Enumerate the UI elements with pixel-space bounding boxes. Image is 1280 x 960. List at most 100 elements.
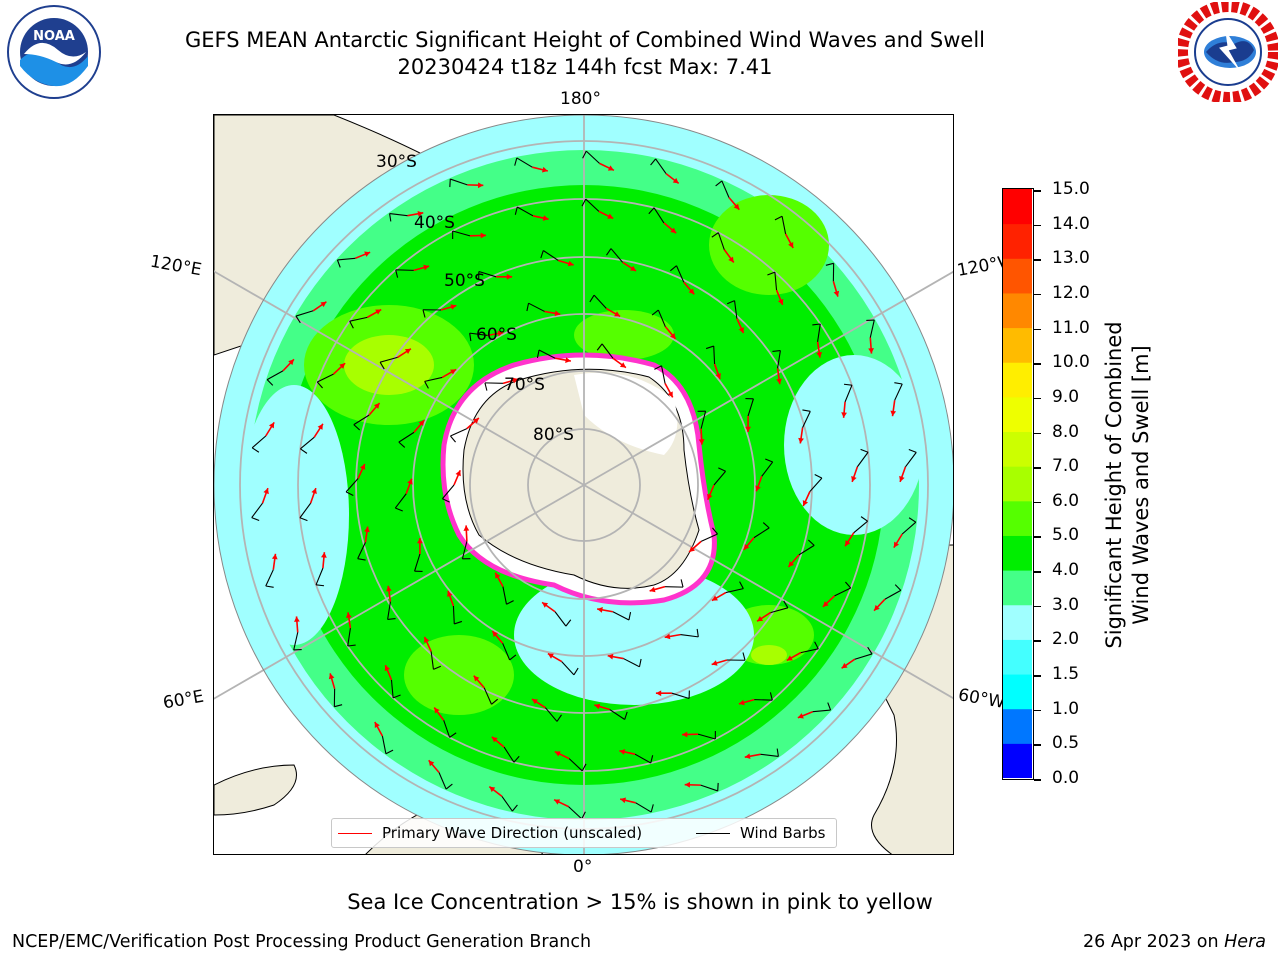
wind-barb-flag bbox=[295, 315, 301, 324]
colorbar-band bbox=[1003, 674, 1032, 710]
wind-barb-flag bbox=[711, 232, 719, 238]
wave-arrow-head bbox=[489, 786, 496, 793]
wind-barb-flag bbox=[606, 248, 612, 256]
wave-arrow-head bbox=[565, 357, 571, 363]
wind-barb bbox=[452, 230, 471, 237]
wave-arrow-head bbox=[868, 348, 874, 354]
lon-label-120e: 120°E bbox=[148, 251, 204, 281]
wind-barb bbox=[516, 157, 533, 168]
colorbar-band bbox=[1003, 604, 1032, 640]
wind-barb-flag bbox=[680, 579, 684, 588]
wind-barb-flag bbox=[347, 644, 356, 647]
wind-barb bbox=[856, 451, 869, 468]
wave-arrow-head bbox=[473, 675, 480, 682]
wave-arrow-head bbox=[777, 298, 784, 305]
wave-arrow-head bbox=[788, 241, 794, 248]
colorbar bbox=[1002, 188, 1034, 780]
wind-barb bbox=[561, 661, 575, 676]
wind-barb bbox=[251, 435, 267, 449]
wind-barb bbox=[441, 484, 455, 500]
wind-barb-flag bbox=[251, 447, 260, 453]
wave-arrow-head bbox=[554, 310, 561, 317]
legend-item-primary-wave: Primary Wave Direction (unscaled) bbox=[338, 824, 642, 842]
wave-arrow-head bbox=[707, 493, 713, 500]
legend-swatch-wave bbox=[338, 833, 372, 834]
wave-low-area bbox=[784, 355, 924, 535]
wave-arrow-head bbox=[851, 475, 857, 482]
wind-barb bbox=[395, 269, 414, 271]
wave-arrow-head bbox=[542, 602, 549, 608]
colorbar-tick-mark bbox=[1034, 779, 1041, 781]
colorbar-tick-label: 0.5 bbox=[1052, 733, 1080, 754]
wind-barb-flag bbox=[395, 507, 403, 512]
wind-barb-flag bbox=[251, 517, 260, 522]
chart-title: GEFS MEAN Antarctic Significant Height o… bbox=[184, 28, 986, 52]
colorbar-tick-mark bbox=[1034, 675, 1041, 677]
wave-arrow-head bbox=[497, 330, 504, 337]
wind-barb bbox=[800, 648, 819, 654]
colorbar-band bbox=[1003, 500, 1032, 536]
wind-barb bbox=[424, 376, 443, 382]
wind-barb bbox=[469, 332, 488, 336]
wind-barb bbox=[700, 533, 718, 542]
wave-arrow-head bbox=[423, 264, 430, 271]
wind-barb bbox=[717, 232, 725, 250]
wind-barb bbox=[593, 294, 607, 309]
wind-barb-flag bbox=[336, 259, 341, 268]
wind-barb-flag bbox=[772, 350, 781, 353]
wind-barb bbox=[450, 178, 468, 186]
wind-barb-flag bbox=[385, 749, 394, 755]
wind-barb-flag bbox=[654, 365, 662, 370]
wave-arrow-head bbox=[404, 348, 411, 355]
wave-arrow-head bbox=[321, 552, 327, 558]
wind-barb-flag bbox=[300, 448, 308, 454]
wave-arrow-head bbox=[620, 797, 626, 804]
colorbar-band bbox=[1003, 431, 1032, 467]
wave-arrow-head bbox=[788, 561, 795, 567]
colorbar-bands bbox=[1003, 189, 1032, 778]
wave-arrow-head bbox=[495, 572, 501, 579]
wind-barb bbox=[585, 198, 600, 212]
colorbar-tick-label: 1.0 bbox=[1052, 698, 1080, 719]
wind-barb bbox=[483, 687, 492, 705]
wind-barb bbox=[295, 310, 314, 317]
wind-barb-flag bbox=[705, 345, 714, 350]
wind-barb-flag bbox=[424, 381, 429, 389]
wave-arrow-head bbox=[374, 722, 380, 729]
wave-arrow-head bbox=[567, 260, 574, 267]
wave-low-area bbox=[514, 565, 754, 705]
wind-barb bbox=[753, 527, 770, 539]
wave-arrow-head bbox=[294, 616, 300, 622]
wind-barb bbox=[754, 699, 773, 701]
wind-barb-flag bbox=[514, 206, 518, 215]
wind-barb bbox=[905, 452, 917, 468]
wind-barb bbox=[353, 414, 370, 426]
colorbar-tick-label: 11.0 bbox=[1052, 317, 1090, 338]
wind-barb-flag bbox=[894, 382, 903, 385]
colorbar-band bbox=[1003, 466, 1032, 502]
colorbar-tick-mark bbox=[1034, 536, 1041, 538]
wind-barb bbox=[884, 589, 902, 600]
longitude-line bbox=[583, 270, 953, 486]
colorbar-tick-mark bbox=[1034, 605, 1041, 608]
wave-arrow-head bbox=[711, 660, 718, 666]
wind-barb-flag bbox=[669, 265, 677, 272]
wind-barb bbox=[293, 632, 299, 651]
wave-arrow-head bbox=[288, 359, 294, 366]
wind-barb bbox=[894, 383, 903, 401]
wind-barb bbox=[528, 302, 545, 312]
wind-barb-flag bbox=[776, 748, 779, 757]
colorbar-band bbox=[1003, 292, 1032, 329]
wind-barb-flag bbox=[266, 379, 274, 386]
wind-barb bbox=[634, 753, 652, 764]
wind-barb bbox=[389, 213, 408, 217]
map-legend: Primary Wave Direction (unscaled) Wind B… bbox=[331, 818, 837, 848]
wind-barb-flag bbox=[389, 213, 392, 222]
wind-barb bbox=[713, 346, 716, 365]
lat-label-80s: 80°S bbox=[533, 425, 574, 445]
wave-arrow-head bbox=[745, 426, 751, 432]
wind-barb-flag bbox=[827, 702, 832, 711]
wind-barb bbox=[585, 150, 600, 164]
wind-barb bbox=[760, 753, 779, 757]
wind-barb bbox=[610, 248, 624, 263]
